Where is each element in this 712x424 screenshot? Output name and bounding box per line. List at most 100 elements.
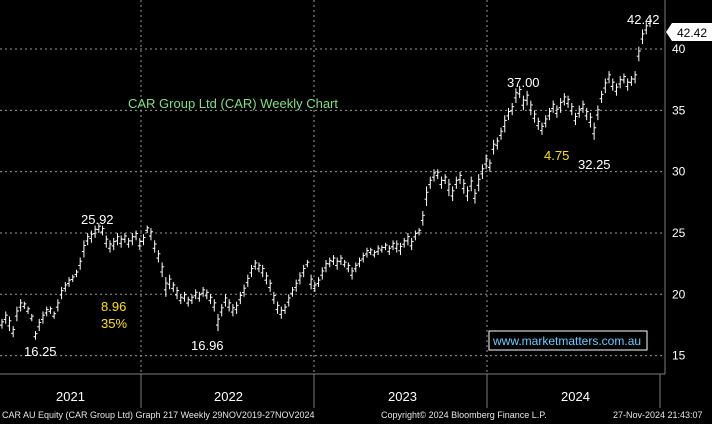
annotation-low-2020: 16.25	[24, 344, 57, 359]
price-bar	[320, 267, 325, 280]
footer-copyright: Copyright© 2024 Bloomberg Finance L.P.	[381, 410, 547, 420]
last-price-tag: 42.42	[666, 23, 712, 41]
price-bar	[230, 304, 235, 317]
x-tick-label: 2021	[56, 389, 85, 404]
price-bar	[186, 296, 191, 307]
price-bar	[566, 95, 571, 108]
price-bar	[469, 176, 474, 192]
price-bar	[510, 103, 515, 116]
price-bar	[398, 242, 403, 256]
price-bar	[461, 179, 466, 194]
price-bar	[446, 179, 451, 197]
last-price-tag-label: 42.42	[677, 26, 707, 40]
price-bar	[502, 115, 507, 133]
price-bar	[636, 46, 641, 62]
price-bar	[260, 264, 265, 278]
last-price-tag-shape	[666, 23, 712, 41]
y-tick-label: 20	[672, 287, 686, 301]
price-bar	[70, 274, 75, 283]
price-bar	[614, 83, 619, 96]
price-bar	[271, 291, 276, 305]
price-bar	[364, 247, 369, 258]
price-bar	[543, 115, 548, 128]
price-bar	[201, 286, 206, 297]
price-bar	[368, 247, 373, 256]
price-bar	[376, 245, 381, 256]
price-bar	[413, 230, 418, 241]
price-bar	[137, 237, 142, 251]
price-bar	[145, 225, 150, 233]
price-bar	[96, 223, 101, 233]
price-bar	[279, 306, 284, 319]
footer-timestamp: 27-Nov-2024 21:43:07	[613, 410, 703, 420]
price-bar	[119, 235, 124, 248]
price-bar	[286, 294, 291, 307]
price-bar	[48, 306, 53, 314]
price-bar	[0, 318, 4, 329]
price-bar	[573, 112, 578, 126]
watermark: www.marketmatters.com.au	[488, 330, 648, 351]
price-bar	[402, 237, 407, 248]
price-bar	[353, 262, 358, 273]
price-bar	[405, 232, 410, 246]
price-bar	[480, 164, 485, 180]
price-bar	[89, 230, 94, 243]
price-bar	[122, 232, 127, 243]
price-bar	[93, 225, 98, 238]
annotation-low-2024: 32.25	[578, 157, 611, 172]
price-bar	[454, 176, 459, 189]
annotation-low-2022: 16.96	[191, 338, 224, 353]
price-bar	[361, 252, 366, 263]
price-bar	[547, 107, 552, 121]
price-bar	[249, 264, 254, 278]
price-bar	[324, 259, 328, 273]
y-tick-label: 30	[672, 165, 686, 179]
price-bars	[0, 17, 652, 340]
price-bar	[182, 291, 187, 302]
price-bar	[152, 240, 157, 253]
price-bar	[409, 237, 414, 251]
price-bar	[3, 311, 8, 324]
price-bar	[610, 78, 615, 91]
y-axis-labels: 15 20 25 30 35 40	[672, 42, 686, 363]
price-bar	[160, 262, 165, 278]
x-tick-label: 2024	[561, 389, 590, 404]
price-bar	[141, 234, 146, 246]
price-bar	[607, 71, 612, 84]
price-bar	[580, 100, 585, 113]
price-bar	[562, 93, 567, 106]
price-bar	[245, 274, 250, 287]
price-bar	[357, 257, 362, 268]
price-bar	[167, 274, 172, 290]
price-bar	[175, 286, 180, 300]
price-bar	[417, 228, 422, 236]
price-bar	[420, 210, 425, 226]
watermark-box	[488, 330, 648, 351]
footer-security-info: CAR AU Equity (CAR Group Ltd) Graph 217 …	[2, 410, 315, 420]
annotation-gain-value: 8.96	[101, 299, 126, 314]
price-bar	[554, 105, 559, 118]
y-tick-label: 40	[672, 42, 686, 56]
price-bar	[629, 76, 634, 86]
price-bar	[327, 257, 332, 268]
price-bar	[577, 105, 582, 118]
price-bar	[633, 71, 638, 84]
price-bar	[499, 127, 504, 140]
price-bar	[472, 188, 477, 204]
price-bar	[29, 313, 34, 322]
price-bar	[18, 299, 23, 312]
price-bar	[216, 313, 220, 332]
price-bar	[227, 299, 232, 312]
price-bar	[74, 269, 79, 278]
price-bar	[540, 122, 544, 135]
price-bar	[85, 232, 90, 246]
price-bar	[487, 159, 492, 172]
price-bar	[81, 240, 86, 258]
price-bar	[379, 245, 384, 253]
price-bar	[156, 250, 161, 263]
price-bar	[115, 232, 120, 246]
price-bar	[219, 304, 224, 317]
price-bar	[264, 272, 269, 285]
price-bar	[625, 78, 630, 91]
price-bar	[465, 186, 470, 202]
